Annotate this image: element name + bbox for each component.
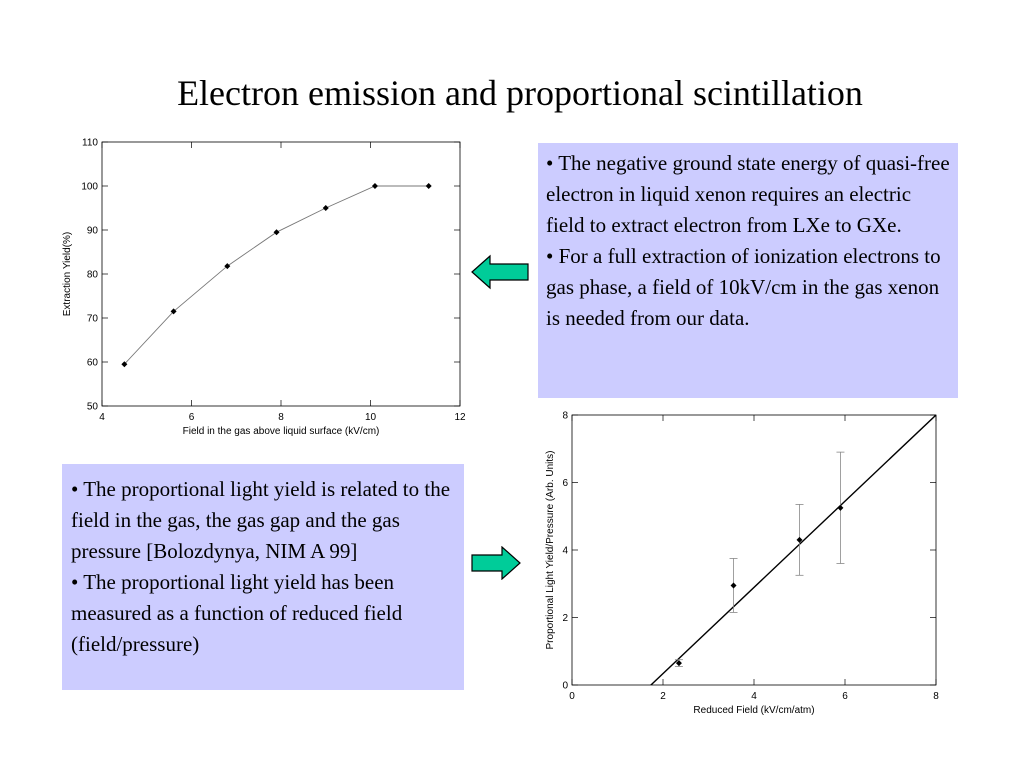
x-tick-label: 4 bbox=[99, 412, 105, 423]
y-tick-label: 6 bbox=[562, 478, 568, 489]
y-tick-label: 70 bbox=[87, 314, 99, 325]
x-tick-label: 0 bbox=[569, 691, 575, 702]
y-tick-label: 4 bbox=[562, 546, 568, 557]
data-point bbox=[170, 308, 177, 315]
y-tick-label: 8 bbox=[562, 411, 568, 422]
y-tick-label: 110 bbox=[82, 138, 98, 149]
data-point bbox=[837, 504, 844, 511]
proportional-light-yield-chart: 0 2 4 6 8 0 2 4 6 8 Reduced Field (kV/cm/atm) Propo… bbox=[545, 411, 939, 717]
x-tick-label: 12 bbox=[454, 412, 466, 423]
extraction-yield-chart: 4 6 8 10 12 50 60 70 80 90 100 110 Field in the gas … bbox=[62, 138, 466, 438]
x-tick-label: 2 bbox=[660, 691, 666, 702]
y-tick-label: 100 bbox=[81, 182, 98, 193]
y-tick-label: 50 bbox=[87, 402, 99, 413]
data-point bbox=[796, 536, 803, 543]
data-point bbox=[425, 183, 432, 189]
proportional-text-box: • The proportional light yield is relate… bbox=[62, 464, 464, 690]
x-tick-label: 8 bbox=[278, 412, 284, 423]
y-tick-label: 60 bbox=[87, 358, 99, 369]
y-tick-label: 2 bbox=[562, 613, 568, 624]
slide-title: Electron emission and proportional scint… bbox=[177, 73, 863, 113]
data-point bbox=[224, 263, 231, 270]
y-tick-label: 0 bbox=[562, 681, 568, 692]
x-axis-label: Reduced Field (kV/cm/atm) bbox=[693, 705, 814, 716]
x-tick-label: 10 bbox=[365, 412, 377, 423]
left-arrow-icon bbox=[471, 254, 529, 290]
data-point bbox=[675, 660, 682, 667]
data-point bbox=[322, 205, 329, 211]
data-point bbox=[273, 229, 280, 236]
x-axis-label: Field in the gas above liquid surface (k… bbox=[183, 426, 380, 437]
data-point bbox=[121, 361, 128, 368]
bullet-full-extraction: • For a full extraction of ionization el… bbox=[546, 244, 941, 330]
y-axis-label: Proportional Light Yield/Pressure (Arb. … bbox=[545, 451, 556, 650]
bullet-measured-reduced-field: • The proportional light yield has been … bbox=[71, 570, 403, 656]
x-tick-label: 4 bbox=[751, 691, 757, 702]
fit-line bbox=[649, 415, 936, 685]
x-tick-label: 6 bbox=[189, 412, 195, 423]
bullet-negative-ground-state: • The negative ground state energy of qu… bbox=[546, 151, 950, 237]
y-axis-label: Extraction Yield(%) bbox=[62, 232, 73, 316]
plot-frame bbox=[101, 141, 461, 407]
plot-frame bbox=[571, 414, 937, 686]
series-line bbox=[124, 185, 429, 365]
y-tick-label: 80 bbox=[87, 270, 99, 281]
extraction-text-box: • The negative ground state energy of qu… bbox=[538, 143, 958, 398]
y-tick-label: 90 bbox=[87, 226, 99, 237]
data-point bbox=[371, 183, 378, 189]
x-tick-label: 6 bbox=[842, 691, 848, 702]
x-tick-label: 8 bbox=[933, 691, 939, 702]
data-point bbox=[730, 582, 737, 589]
right-arrow-icon bbox=[471, 546, 521, 580]
bullet-proportional-light-yield: • The proportional light yield is relate… bbox=[71, 477, 451, 563]
